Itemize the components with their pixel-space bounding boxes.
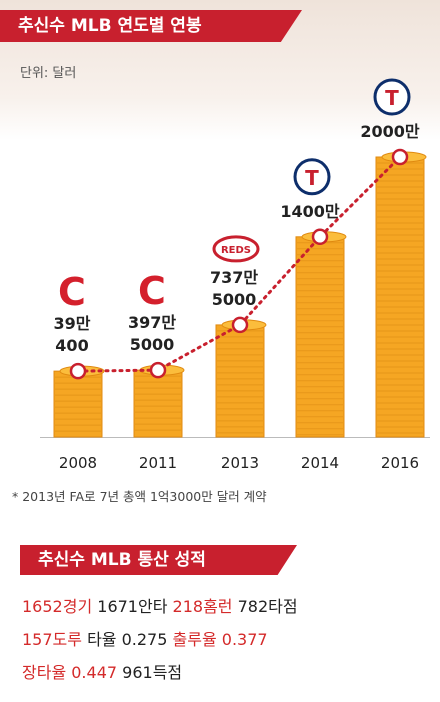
data-label: 1400만 [280, 202, 340, 221]
data-label: 39만 [54, 314, 91, 333]
reds-logo-text: REDS [221, 245, 251, 256]
stats-line: 157도루 타율 0.275 출루율 0.377 [22, 623, 432, 656]
cleveland-c-logo: C [138, 269, 166, 313]
rangers-logo-letter: T [385, 86, 399, 110]
unit-label: 단위: 달러 [20, 66, 77, 81]
data-label: 400 [55, 336, 88, 355]
bar-2014 [295, 236, 345, 438]
data-label: 397만 [128, 313, 176, 332]
stat-item: 961득점 [122, 663, 183, 682]
data-label: 2000만 [360, 122, 420, 141]
stat-item: 1671안타 [97, 597, 168, 616]
trend-point [149, 361, 167, 379]
stats-title: 추신수 MLB 통산 성적 [38, 550, 206, 570]
rangers-logo-letter: T [305, 166, 319, 190]
data-label: 5000 [212, 290, 257, 309]
rangers-logo [293, 158, 331, 196]
x-tick-label: 2011 [139, 454, 177, 472]
x-tick-label: 2008 [59, 454, 97, 472]
stat-item: 장타율 0.447 [22, 663, 118, 682]
career-stats: 1652경기 1671안타 218홈런 782타점 157도루 타율 0.275 … [22, 590, 432, 689]
stat-item: 타율 0.275 [87, 630, 168, 649]
stat-item: 출루율 0.377 [172, 630, 268, 649]
rangers-logo [373, 78, 411, 116]
x-tick-label: 2016 [381, 454, 419, 472]
stats-line: 장타율 0.447 961득점 [22, 656, 432, 689]
stat-item: 782타점 [237, 597, 298, 616]
trend-point [69, 362, 87, 380]
stat-item: 1652경기 [22, 597, 93, 616]
stats-title-banner: 추신수 MLB 통산 성적 [20, 545, 297, 575]
bar-2016 [375, 156, 425, 438]
cleveland-c-logo: C [58, 270, 86, 314]
footnote: * 2013년 FA로 7년 총액 1억3000만 달러 계약 [12, 489, 267, 504]
trend-point [311, 228, 329, 246]
data-label: 737만 [210, 268, 258, 287]
data-label: 5000 [130, 335, 175, 354]
stat-item: 218홈런 [172, 597, 233, 616]
trend-point [231, 316, 249, 334]
stat-item: 157도루 [22, 630, 82, 649]
reds-logo [212, 235, 260, 263]
x-tick-label: 2013 [221, 454, 259, 472]
stats-line: 1652경기 1671안타 218홈런 782타점 [22, 590, 432, 623]
trend-point [391, 148, 409, 166]
chart-title: 추신수 MLB 연도별 연봉 [18, 16, 202, 36]
bar-2011 [133, 369, 183, 438]
chart-title-banner: 추신수 MLB 연도별 연봉 [0, 10, 302, 42]
x-tick-label: 2014 [301, 454, 339, 472]
bar-2008 [53, 370, 103, 438]
bar-2013 [215, 324, 265, 438]
